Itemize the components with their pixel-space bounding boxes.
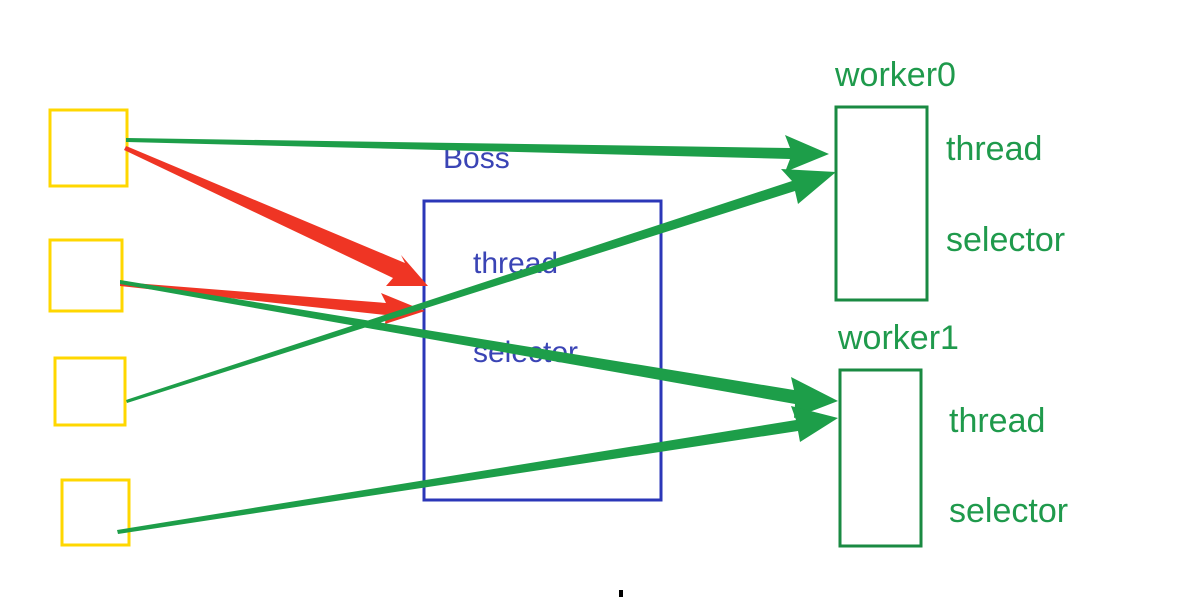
worker0-thread-label: thread bbox=[946, 130, 1042, 168]
client-square-2 bbox=[53, 356, 127, 427]
worker0-title: worker0 bbox=[834, 56, 956, 94]
dispatch-arrow-client2-to-worker0 bbox=[126, 169, 836, 403]
worker1-selector-label: selector bbox=[949, 492, 1068, 530]
worker1-box bbox=[838, 368, 923, 548]
client-square-3 bbox=[60, 478, 131, 547]
accept-arrow-client0-to-boss bbox=[124, 146, 428, 286]
worker0-box bbox=[834, 105, 929, 302]
client-square-1 bbox=[48, 238, 124, 313]
worker1-title: worker1 bbox=[837, 319, 959, 357]
worker0-selector-label: selector bbox=[946, 221, 1065, 259]
bottom-cursor-mark bbox=[619, 590, 623, 597]
dispatch-arrow-client0-to-worker0 bbox=[126, 135, 829, 172]
dispatch-arrow-client1-to-worker1 bbox=[120, 280, 838, 418]
dispatch-arrow-client3-to-worker1 bbox=[117, 406, 838, 534]
client-square-0 bbox=[48, 108, 129, 188]
boss-box bbox=[422, 199, 663, 502]
worker1-thread-label: thread bbox=[949, 402, 1045, 440]
